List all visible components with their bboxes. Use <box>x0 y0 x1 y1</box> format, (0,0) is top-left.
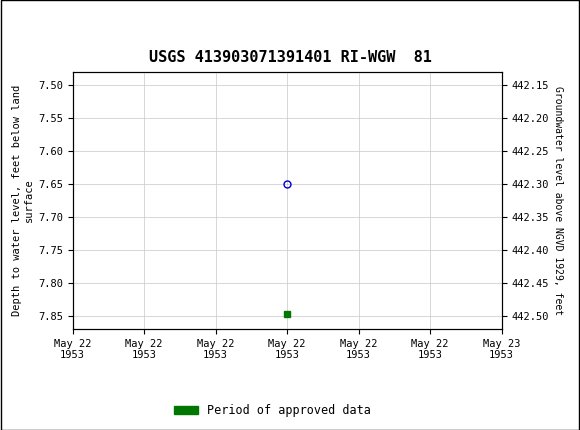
Legend: Period of approved data: Period of approved data <box>169 399 376 422</box>
Y-axis label: Groundwater level above NGVD 1929, feet: Groundwater level above NGVD 1929, feet <box>553 86 563 315</box>
Text: USGS: USGS <box>44 11 99 29</box>
Y-axis label: Depth to water level, feet below land
surface: Depth to water level, feet below land su… <box>12 85 34 316</box>
Text: USGS 413903071391401 RI-WGW  81: USGS 413903071391401 RI-WGW 81 <box>148 50 432 64</box>
Bar <box>3 2 39 36</box>
